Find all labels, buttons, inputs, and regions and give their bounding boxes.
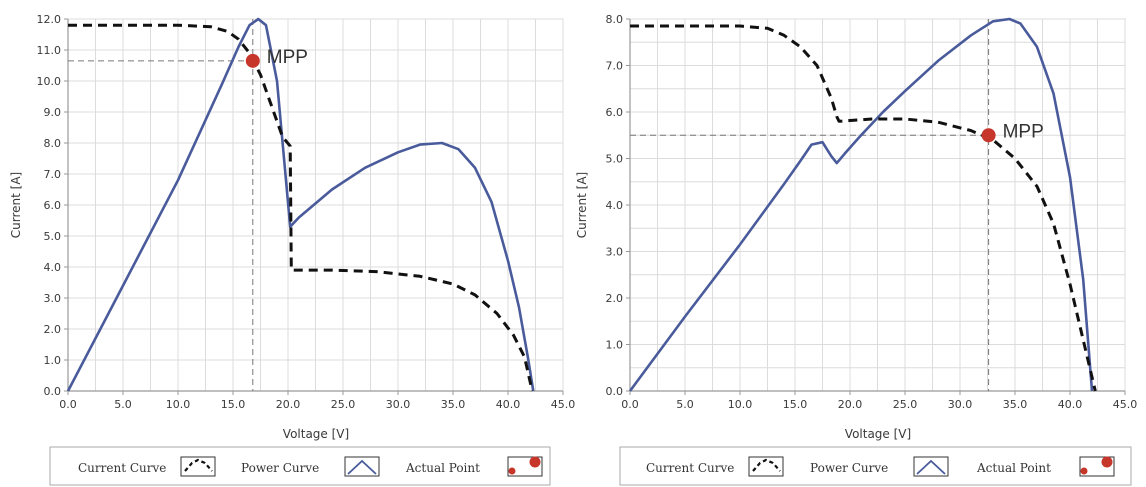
legend-power-swatch-left [344,456,380,477]
x-tick-label: 25.0 [331,398,356,411]
x-tick-label: 30.0 [948,398,973,411]
x-tick-label: 0.0 [59,398,77,411]
annotations-right: MPP [981,121,1044,143]
y-tick-label: 5.0 [44,230,62,243]
y-tick-label: 8.0 [44,137,62,150]
x-tick-label: 0.0 [621,398,639,411]
legend-power-label-left: Power Curve [241,461,319,475]
y-tick-label: 12.0 [37,13,62,26]
y-tick-label: 10.0 [37,75,62,88]
mpp-point [981,128,996,143]
y-tick-label: 7.0 [606,60,624,73]
mpp-label: MPP [267,47,308,68]
x-tick-label: 15.0 [221,398,246,411]
x-tick-label: 25.0 [893,398,918,411]
x-tick-label: 15.0 [783,398,808,411]
tick-labels-left: 0.0 5.0 10.0 15.0 20.0 25.0 30.0 35.0 40.0 45.0 0.… [37,13,576,411]
legend-point-swatch-left [507,456,543,477]
mpp-guides-right [630,19,990,391]
legend-box-left [49,446,551,486]
legend-point-swatch-right [1079,456,1115,477]
legend-point-label-right: Actual Point [976,461,1051,475]
legend-current-swatch-right [748,456,784,477]
mpp-guides-left [68,19,254,391]
y-tick-label: 6.0 [606,106,624,119]
legend-right: Current Curve Power Curve Actual Point [619,446,1132,486]
x-tick-label: 30.0 [386,398,411,411]
legend-power-swatch-right [913,456,949,477]
current-curve-line [630,24,1097,392]
power-curve-line [628,17,1094,392]
series-left [66,17,535,392]
annotations-left: MPP [245,47,308,68]
y-tick-label: 6.0 [44,199,62,212]
series-right [628,17,1097,392]
x-tick-label: 5.0 [676,398,694,411]
x-tick-label: 35.0 [441,398,466,411]
y-tick-label: 2.0 [44,323,62,336]
x-tick-label: 45.0 [1113,398,1138,411]
y-tick-label: 11.0 [37,44,62,57]
y-tick-label: 0.0 [44,385,62,398]
legend-current-label-right: Current Curve [646,461,734,475]
x-tick-label: 40.0 [1058,398,1083,411]
y-tick-label: 9.0 [44,106,62,119]
tick-labels-right: 0.0 5.0 10.0 15.0 20.0 25.0 30.0 35.0 40.0 45.0 0.… [606,13,1138,411]
legend-point-label-left: Actual Point [405,461,480,475]
x-tick-label: 40.0 [496,398,521,411]
legend-box-right [619,446,1132,486]
y-tick-label: 4.0 [44,261,62,274]
x-tick-label: 5.0 [114,398,132,411]
y-axis-label-left: Current [A] [9,172,23,238]
current-curve-line [68,23,534,392]
legend-power-label-right: Power Curve [810,461,888,475]
power-curve-line [66,17,535,392]
x-tick-label: 20.0 [838,398,863,411]
mpp-label: MPP [1003,121,1044,142]
x-tick-label: 35.0 [1003,398,1028,411]
legend-current-swatch-left [180,456,216,477]
x-tick-label: 10.0 [166,398,191,411]
y-tick-label: 3.0 [44,292,62,305]
y-tick-label: 5.0 [606,153,624,166]
y-tick-label: 1.0 [44,354,62,367]
y-tick-label: 2.0 [606,292,624,305]
y-tick-label: 0.0 [606,385,624,398]
y-tick-label: 3.0 [606,246,624,259]
y-tick-label: 4.0 [606,199,624,212]
mpp-point [245,53,260,68]
y-tick-label: 7.0 [44,168,62,181]
y-tick-label: 8.0 [606,13,624,26]
legend-left: Current Curve Power Curve Actual Point [49,446,551,486]
y-axis-label-right: Current [A] [575,172,589,238]
x-tick-label: 20.0 [276,398,301,411]
x-axis-label-left: Voltage [V] [283,427,349,441]
x-tick-label: 10.0 [728,398,753,411]
y-tick-label: 1.0 [606,339,624,352]
x-axis-label-right: Voltage [V] [845,427,911,441]
x-tick-label: 45.0 [551,398,576,411]
chart-panel-left: 0.0 5.0 10.0 15.0 20.0 25.0 30.0 35.0 40.0 45.0 0.… [9,13,576,486]
chart-panel-right: 0.0 5.0 10.0 15.0 20.0 25.0 30.0 35.0 40.0 45.0 0.… [575,13,1138,486]
legend-current-label-left: Current Curve [78,461,166,475]
